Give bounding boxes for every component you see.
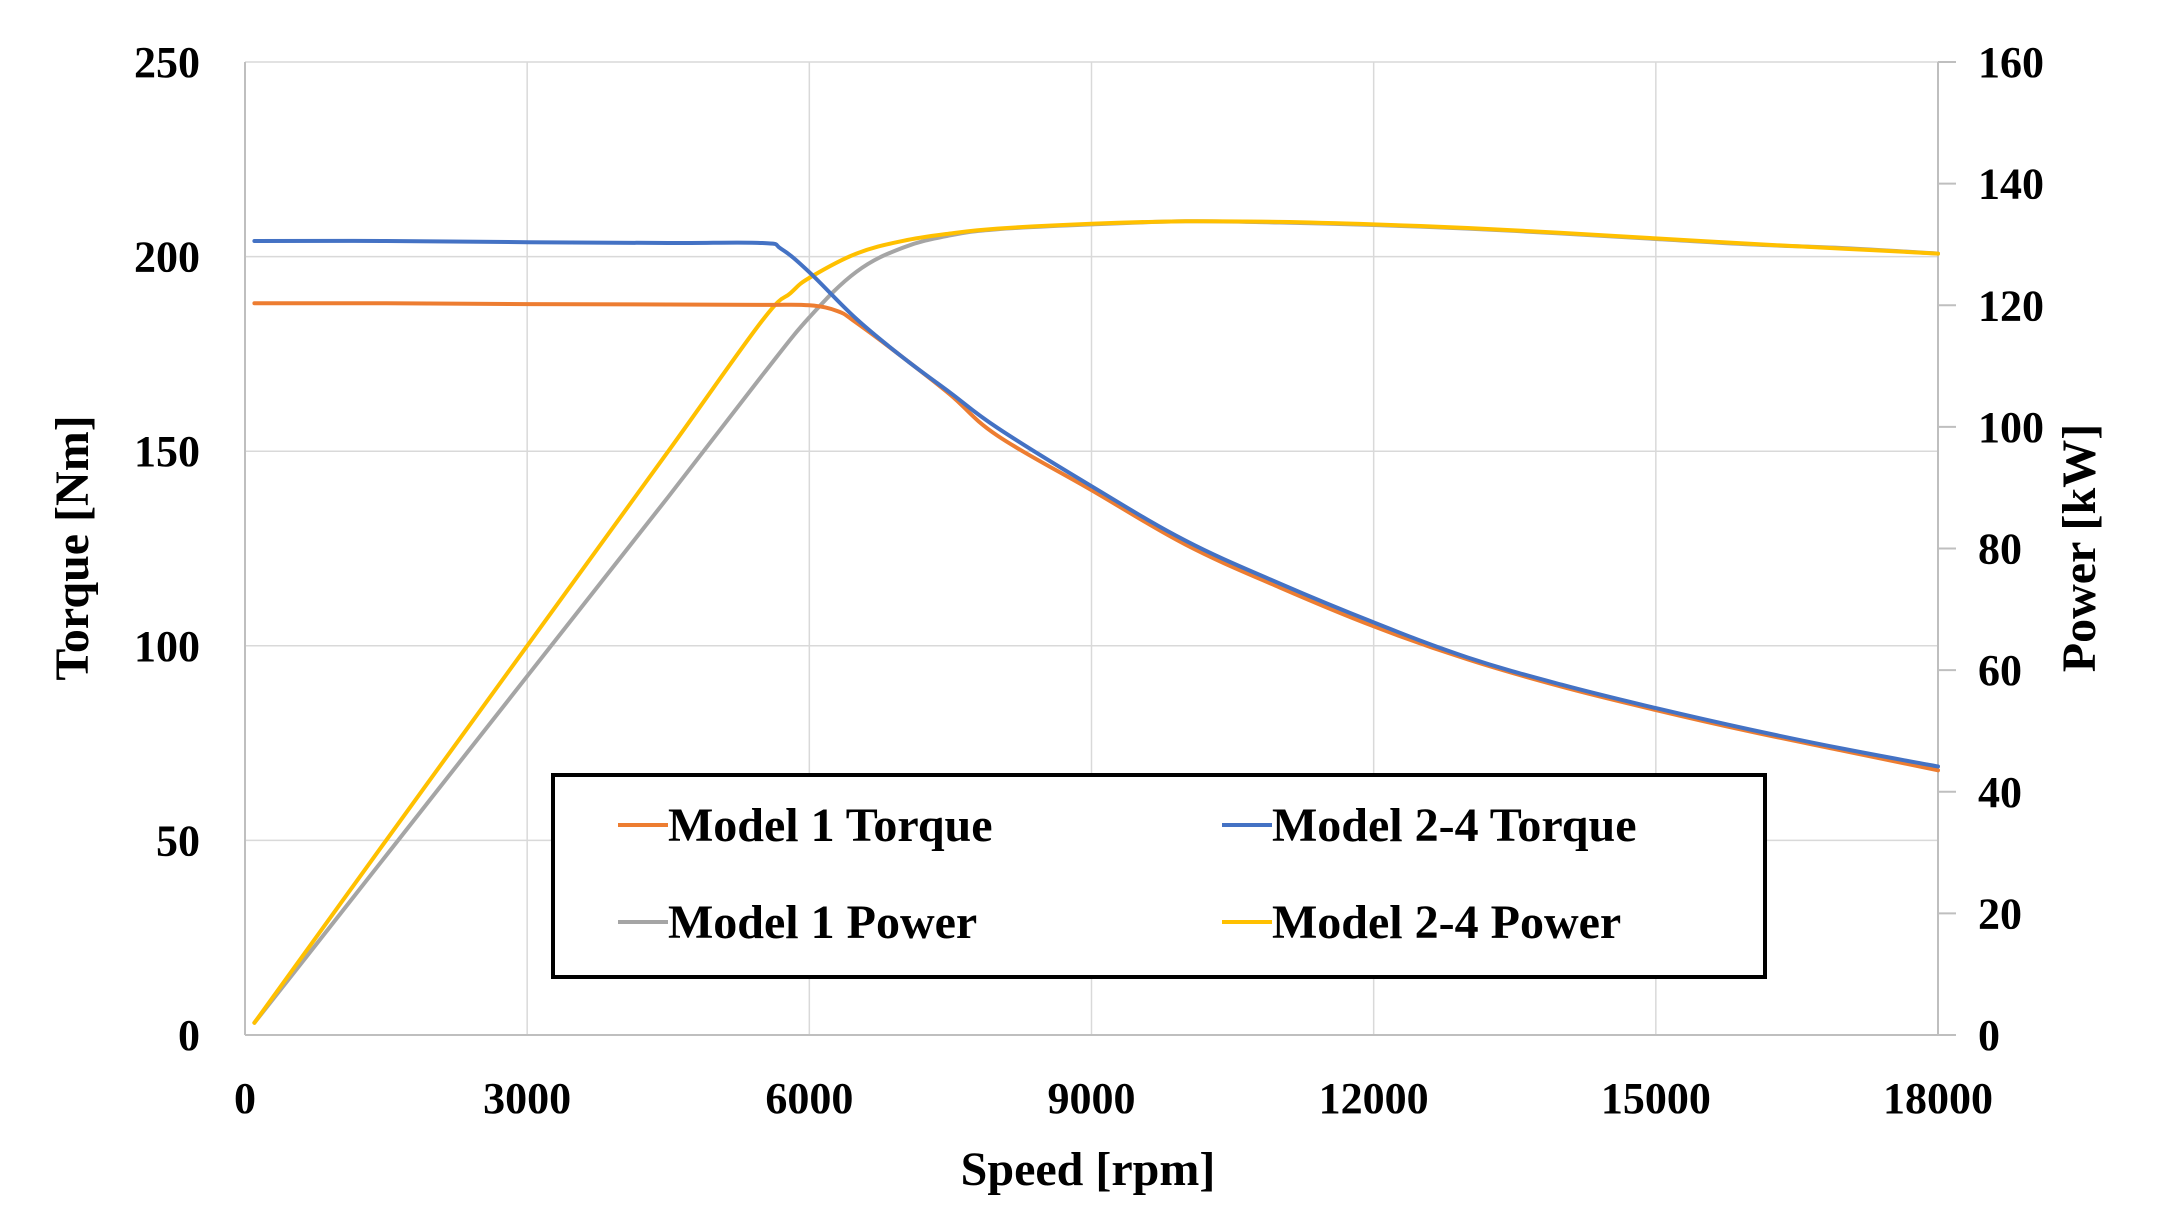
- x-tick-label: 0: [234, 1074, 256, 1123]
- y-right-tick-label: 160: [1978, 38, 2044, 87]
- y-left-tick-label: 150: [134, 427, 200, 476]
- y-right-tick-label: 0: [1978, 1011, 2000, 1060]
- series-line-model-2-4-torque: [252, 238, 1940, 769]
- y-left-tick-labels: 0 50 100 150 200 250: [134, 38, 200, 1060]
- axes: [244, 61, 1956, 1036]
- legend-label-model-2-4-torque: Model 2-4 Torque: [1272, 799, 1637, 852]
- y-left-tick-label: 50: [156, 816, 200, 865]
- legend-box: [551, 773, 1767, 979]
- x-axis-title: Speed [rpm]: [961, 1143, 1216, 1196]
- y-right-tick-label: 20: [1978, 889, 2022, 938]
- legend-label-model-2-4-power: Model 2-4 Power: [1272, 896, 1621, 949]
- y-right-tick-label: 100: [1978, 403, 2044, 452]
- y-left-tick-label: 0: [178, 1011, 200, 1060]
- x-tick-labels: 0 3000 6000 9000 12000 15000 18000: [234, 1074, 1993, 1123]
- y-right-tick-labels: 0 20 40 60 80 100 120 140 160: [1978, 38, 2044, 1060]
- data-series: [252, 219, 1940, 1025]
- x-tick-label: 15000: [1601, 1074, 1711, 1123]
- x-tick-label: 9000: [1048, 1074, 1136, 1123]
- legend-label-model-1-torque: Model 1 Torque: [668, 799, 993, 852]
- legend-label-model-1-power: Model 1 Power: [668, 896, 977, 949]
- y-right-tick-label: 140: [1978, 160, 2044, 209]
- y-left-tick-label: 200: [134, 233, 200, 282]
- y-left-axis-title: Torque [Nm]: [46, 415, 99, 680]
- y-right-tick-label: 60: [1978, 646, 2022, 695]
- x-tick-label: 18000: [1883, 1074, 1993, 1123]
- y-right-tick-label: 120: [1978, 281, 2044, 330]
- x-tick-label: 3000: [483, 1074, 571, 1123]
- y-right-tick-label: 80: [1978, 525, 2022, 574]
- y-left-tick-label: 100: [134, 622, 200, 671]
- y-right-tick-label: 40: [1978, 768, 2022, 817]
- series-line-model-2-4-power: [252, 219, 1940, 1025]
- y-left-tick-label: 250: [134, 38, 200, 87]
- y-right-axis-title: Power [kW]: [2053, 424, 2106, 672]
- legend: Model 1 Torque Model 2-4 Torque Model 1 Po…: [551, 773, 1767, 979]
- x-tick-label: 6000: [765, 1074, 853, 1123]
- x-tick-label: 12000: [1319, 1074, 1429, 1123]
